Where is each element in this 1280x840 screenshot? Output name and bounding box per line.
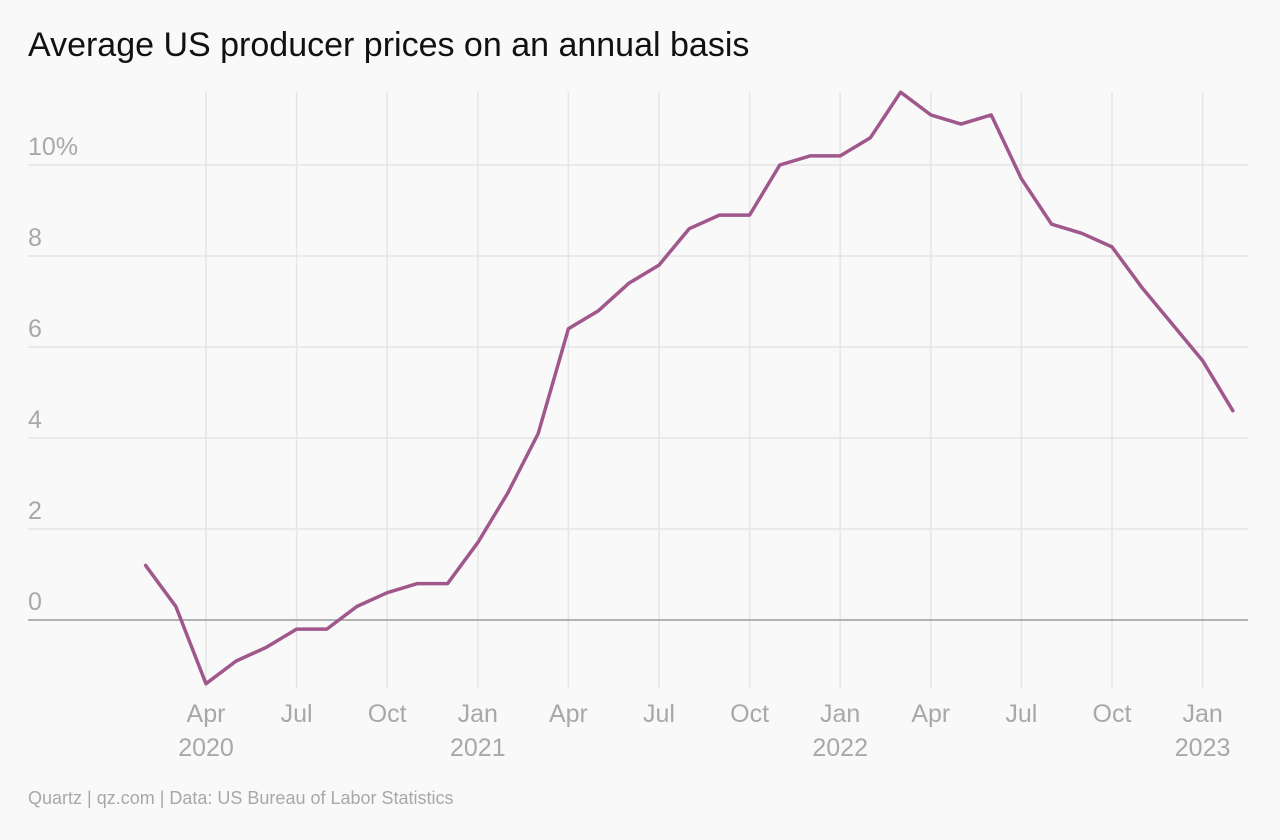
y-tick-label: 4	[28, 406, 42, 434]
y-tick-label: 6	[28, 315, 42, 343]
x-axis-ticks: Apr 2020 Jul Oct Jan 2021 Apr Jul Oct Jan 2022 Apr J…	[178, 700, 1230, 762]
x-tick-label: Jan	[820, 700, 860, 728]
y-tick-label: 8	[28, 224, 42, 252]
x-tick-label: Apr	[187, 700, 226, 728]
y-tick-label: 10%	[28, 133, 78, 161]
x-tick-label: Oct	[1093, 700, 1132, 728]
x-tick-year-label: 2022	[812, 734, 868, 762]
y-tick-label: 2	[28, 497, 42, 525]
source-note: Quartz | qz.com | Data: US Bureau of Lab…	[28, 788, 454, 808]
x-tick-label: Apr	[911, 700, 950, 728]
x-tick-label: Jul	[1005, 700, 1037, 728]
series-lines	[143, 90, 1235, 686]
x-tick-label: Oct	[730, 700, 769, 728]
y-tick-label: 0	[28, 588, 42, 616]
series-line	[143, 90, 1235, 686]
x-tick-year-label: 2021	[450, 734, 506, 762]
x-tick-label: Jan	[1182, 700, 1222, 728]
x-tick-label: Apr	[549, 700, 588, 728]
x-tick-label: Jan	[458, 700, 498, 728]
x-tick-label: Oct	[368, 700, 407, 728]
x-tick-label: Jul	[281, 700, 313, 728]
x-tick-year-label: 2020	[178, 734, 234, 762]
y-axis-ticks: 0 2 4 6 8 10%	[28, 133, 78, 616]
chart-title: Average US producer prices on an annual …	[28, 26, 750, 64]
gridlines	[28, 92, 1248, 688]
x-tick-year-label: 2023	[1175, 734, 1231, 762]
x-tick-label: Jul	[643, 700, 675, 728]
